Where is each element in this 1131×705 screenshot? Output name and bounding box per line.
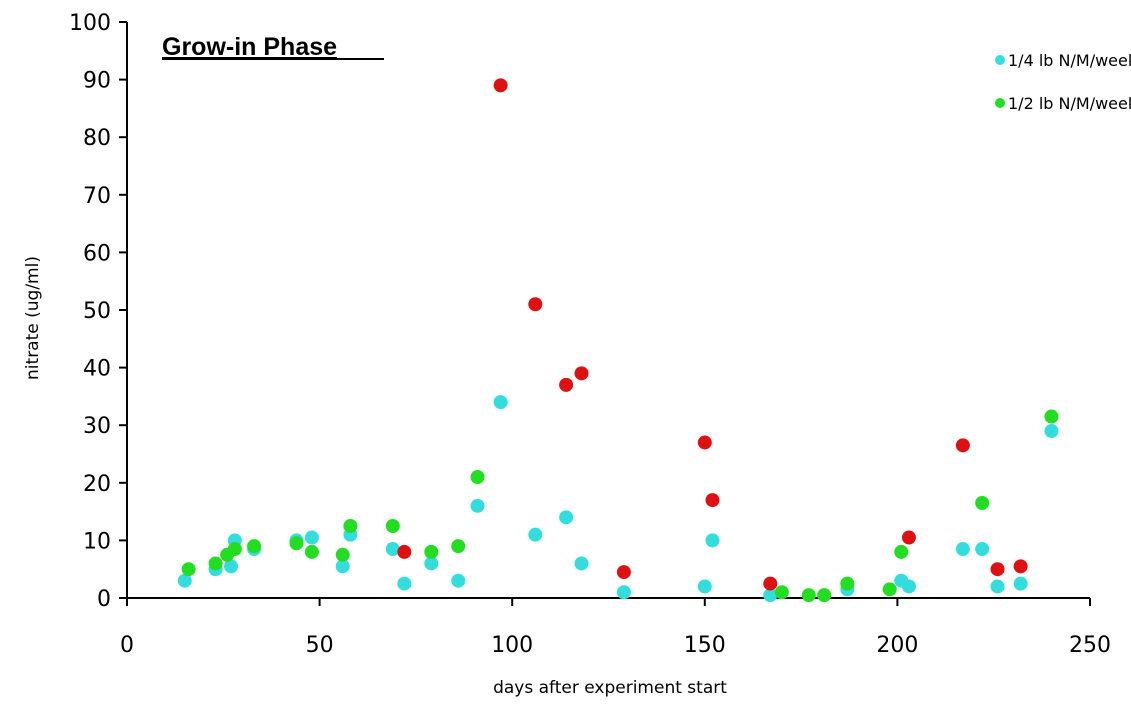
data-point — [528, 527, 543, 542]
data-point — [901, 579, 916, 594]
data-point — [385, 542, 400, 557]
data-point — [493, 78, 508, 93]
x-tick-label: 250 — [1069, 633, 1111, 658]
y-tick-label: 30 — [83, 414, 111, 439]
data-point — [559, 510, 574, 525]
data-point — [801, 588, 816, 603]
data-point — [247, 539, 262, 554]
data-point — [975, 542, 990, 557]
x-tick-label: 100 — [491, 633, 533, 658]
y-tick-label: 20 — [83, 472, 111, 497]
data-point — [955, 438, 970, 453]
data-point — [840, 576, 855, 591]
data-point — [335, 547, 350, 562]
y-tick-label: 50 — [83, 299, 111, 324]
data-point — [289, 536, 304, 551]
data-point — [335, 559, 350, 574]
legend-marker — [995, 98, 1005, 108]
data-point — [397, 544, 412, 559]
data-point — [990, 562, 1005, 577]
legend-label: 1/2 lb N/M/week — [1008, 94, 1131, 113]
data-point — [470, 498, 485, 513]
data-point — [697, 579, 712, 594]
data-point — [224, 559, 239, 574]
x-tick-label: 150 — [684, 633, 726, 658]
data-point — [882, 582, 897, 597]
data-point — [559, 377, 574, 392]
data-point — [1044, 409, 1059, 424]
data-point — [528, 297, 543, 312]
data-point — [451, 539, 466, 554]
data-point — [177, 573, 192, 588]
y-tick-label: 40 — [83, 357, 111, 382]
data-point — [385, 519, 400, 533]
x-tick-label: 200 — [876, 633, 918, 658]
x-axis-title: days after experiment start — [493, 678, 727, 698]
data-point — [774, 585, 789, 600]
legend-marker — [995, 55, 1005, 65]
data-point — [1013, 559, 1028, 574]
data-point — [763, 588, 778, 603]
data-point — [705, 533, 720, 548]
y-tick-label: 90 — [83, 69, 111, 94]
data-point — [697, 435, 712, 450]
data-point — [616, 565, 631, 580]
data-point — [424, 556, 439, 571]
y-axis-title: nitrate (ug/ml) — [23, 256, 43, 380]
data-point — [705, 493, 720, 508]
y-tick-label: 100 — [69, 11, 111, 36]
data-point — [343, 519, 358, 533]
data-point — [901, 530, 916, 545]
data-point — [451, 573, 466, 588]
data-point — [493, 395, 508, 410]
y-tick-label: 10 — [83, 529, 111, 554]
data-points — [177, 78, 1059, 603]
y-tick-label: 60 — [83, 241, 111, 266]
data-point — [763, 576, 778, 591]
y-tick-label: 80 — [83, 126, 111, 151]
data-point — [470, 470, 485, 485]
x-tick-label: 50 — [306, 633, 334, 658]
y-tick-label: 70 — [83, 184, 111, 209]
data-point — [894, 544, 909, 559]
data-point — [181, 562, 196, 577]
data-point — [304, 530, 319, 545]
data-point — [616, 585, 631, 600]
data-point — [208, 556, 223, 571]
data-point — [1044, 423, 1059, 438]
data-point — [990, 579, 1005, 594]
data-point — [975, 495, 990, 510]
data-point — [227, 542, 242, 557]
data-point — [955, 542, 970, 557]
data-point — [1013, 576, 1028, 591]
axes: 0 10 20 30 40 50 60 70 80 90 100 0 50 100 150 200 250 — [69, 11, 1111, 658]
data-point — [817, 588, 832, 603]
data-point — [574, 556, 589, 571]
x-tick-label: 0 — [120, 633, 134, 658]
data-point — [424, 544, 439, 559]
legend-label: 1/4 lb N/M/week — [1008, 51, 1131, 70]
legend: 1/4 lb N/M/week 1/2 lb N/M/week — [995, 51, 1131, 113]
y-tick-label: 0 — [97, 587, 111, 612]
data-point — [397, 576, 412, 591]
chart-title: Grow-in Phase — [162, 33, 337, 61]
data-point — [304, 544, 319, 559]
data-point — [574, 366, 589, 381]
